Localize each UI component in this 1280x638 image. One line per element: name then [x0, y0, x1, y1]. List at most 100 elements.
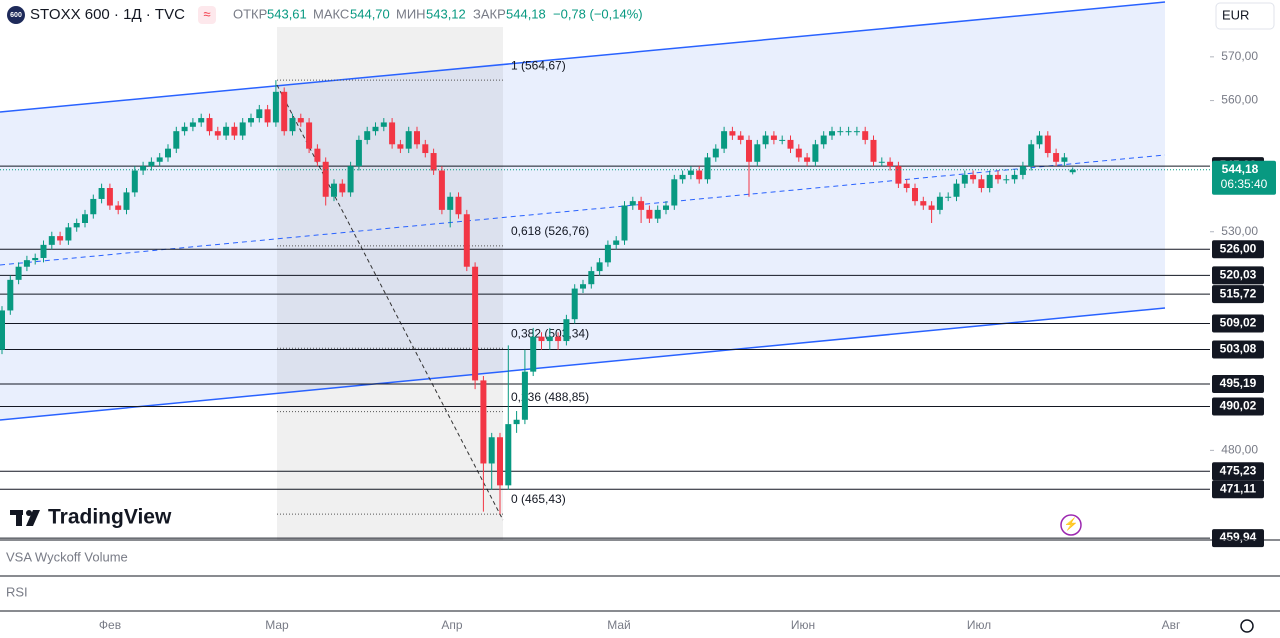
- candle-body: [729, 131, 736, 136]
- candle-body: [7, 279, 14, 311]
- last-price-box: [1212, 160, 1276, 195]
- candle-body: [663, 205, 669, 210]
- x-tick-label: Апр: [441, 618, 463, 632]
- candle-body: [106, 188, 113, 206]
- candle-body: [422, 144, 429, 154]
- candle-body: [1003, 179, 1010, 181]
- candle-body: [629, 201, 636, 206]
- currency-button[interactable]: [1215, 2, 1275, 30]
- alert-glyph: ⚡: [1064, 517, 1079, 531]
- change-value: −0,78 (−0,14%): [553, 6, 643, 21]
- candle-body: [687, 170, 694, 175]
- candle-body: [588, 271, 595, 285]
- candle-body: [829, 131, 835, 136]
- symbol-icon: [7, 6, 25, 24]
- candle-body: [870, 139, 877, 162]
- candle-body: [123, 192, 130, 210]
- candle-body: [414, 131, 420, 145]
- candle-body: [837, 131, 844, 133]
- candle-body: [15, 266, 22, 280]
- candle-body: [472, 266, 479, 381]
- y-tick-label: 530,00: [1221, 224, 1258, 238]
- candle-body: [538, 336, 545, 342]
- channel-lower: [0, 307, 1166, 421]
- candle-body: [198, 118, 205, 123]
- level-label: 503,08: [1220, 342, 1257, 356]
- logo-text: TradingView: [48, 506, 172, 529]
- open-label: ОТКР: [233, 6, 267, 21]
- alert-icon[interactable]: [1060, 514, 1082, 536]
- channel-upper: [0, 1, 1166, 113]
- level-label: 509,02: [1220, 316, 1257, 330]
- candle-body: [82, 214, 88, 223]
- x-tick-label: Май: [607, 618, 631, 632]
- candle-body: [1069, 169, 1076, 173]
- high-label: МАКС: [313, 6, 349, 21]
- candle-body: [1019, 166, 1026, 175]
- candle-body: [455, 196, 462, 215]
- open-value: 543,61: [267, 6, 307, 21]
- candle-body: [65, 227, 72, 241]
- level-label-box: [1212, 285, 1264, 304]
- indicator-name[interactable]: VSA Wyckoff Volume: [6, 549, 128, 564]
- candle-body: [314, 148, 321, 162]
- candle-body: [347, 166, 354, 193]
- candle-body: [920, 201, 927, 206]
- candle-body: [795, 148, 802, 158]
- candle-body: [1036, 135, 1043, 145]
- candle-body: [762, 135, 769, 145]
- candle-body: [787, 139, 794, 149]
- currency: EUR: [1222, 7, 1249, 22]
- candle-body: [32, 257, 39, 261]
- candle-body: [173, 131, 180, 149]
- level-label: 520,03: [1220, 268, 1257, 282]
- candle-body: [264, 109, 271, 123]
- fib-trend: [276, 84, 504, 521]
- level-label-box: [1212, 314, 1264, 333]
- candle-body: [1028, 144, 1035, 167]
- candle-body: [463, 214, 470, 267]
- candle-body: [48, 236, 55, 245]
- candle-body: [497, 437, 503, 486]
- candle-body: [995, 174, 1001, 180]
- candle-body: [438, 170, 445, 210]
- candle-body: [571, 288, 578, 320]
- candle-body: [936, 196, 943, 210]
- candle-body: [223, 126, 230, 136]
- candle-body: [189, 122, 196, 127]
- candle-body: [1053, 153, 1060, 162]
- level-label: 471,11: [1220, 481, 1256, 495]
- level-label-box: [1212, 462, 1264, 481]
- indicator-name[interactable]: RSI: [6, 584, 28, 599]
- candle-body: [405, 131, 412, 149]
- y-tick-label: 560,00: [1221, 93, 1258, 107]
- candle-body: [355, 139, 362, 167]
- candle-body: [206, 118, 213, 132]
- candle-body: [505, 424, 512, 486]
- fib-zone: [277, 27, 503, 540]
- candle-body: [231, 126, 238, 136]
- y-tick-label: 480,00: [1221, 443, 1258, 457]
- x-tick-label: Июл: [967, 618, 991, 632]
- candle-body: [239, 122, 246, 136]
- candle-body: [165, 148, 171, 158]
- candle-body: [140, 166, 147, 171]
- settings-icon[interactable]: [1240, 619, 1254, 633]
- candle-body: [372, 126, 379, 132]
- candle-body: [306, 122, 313, 149]
- level-label: 459,94: [1220, 530, 1257, 544]
- candle-body: [98, 188, 105, 199]
- candle-body: [704, 157, 711, 180]
- candle-body: [961, 174, 968, 184]
- countdown: 06:35:40: [1221, 177, 1268, 191]
- candle-body: [281, 91, 288, 132]
- candle-body: [272, 91, 279, 123]
- candle-body: [131, 170, 138, 193]
- close-value: 544,18: [506, 6, 546, 21]
- compare-icon[interactable]: [198, 6, 216, 24]
- candle-body: [912, 188, 918, 202]
- symbol[interactable]: STOXX 600 · 1Д · TVC: [30, 6, 185, 23]
- x-tick-label: Июн: [791, 618, 815, 632]
- candle-body: [297, 118, 304, 123]
